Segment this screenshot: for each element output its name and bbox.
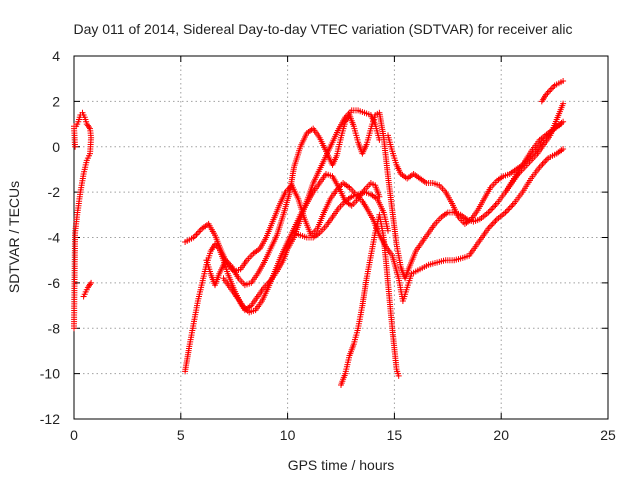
y-axis-tick-labels: -12 -10 -8 -6 -4 -2 0 2 4	[40, 48, 60, 427]
y-tick-label: -6	[48, 275, 61, 291]
data-series-2-markers	[80, 279, 95, 300]
data-series-8-markers	[338, 211, 402, 388]
y-tick-label: -2	[48, 184, 61, 200]
x-tick-label: 15	[387, 427, 403, 443]
data-series-10-markers	[502, 100, 567, 196]
x-tick-label: 10	[280, 427, 296, 443]
y-tick-label: -10	[40, 366, 60, 382]
chart-title: Day 011 of 2014, Sidereal Day-to-day VTE…	[73, 21, 572, 37]
data-series-5-markers	[203, 109, 567, 289]
x-axis-title: GPS time / hours	[288, 457, 395, 473]
y-tick-label: -12	[40, 411, 60, 427]
data-series-3-markers	[182, 107, 383, 375]
x-tick-label: 25	[600, 427, 616, 443]
data-series-7-markers	[291, 189, 391, 241]
y-axis-title: SDTVAR / TECUs	[6, 181, 22, 293]
data-points	[71, 78, 567, 388]
data-series-9-markers	[385, 121, 564, 227]
x-tick-label: 5	[177, 427, 185, 443]
x-tick-label: 0	[70, 427, 78, 443]
y-tick-label: 2	[52, 93, 60, 109]
y-tick-label: 0	[52, 139, 60, 155]
y-tick-label: -8	[48, 320, 61, 336]
y-tick-label: 4	[52, 48, 60, 64]
y-tick-label: -4	[48, 230, 61, 246]
grid	[74, 56, 608, 419]
data-series-11-markers	[538, 78, 567, 105]
data-series-1-markers	[71, 109, 95, 332]
x-tick-label: 20	[493, 427, 509, 443]
x-axis-tick-labels: 0 5 10 15 20 25	[70, 427, 616, 443]
